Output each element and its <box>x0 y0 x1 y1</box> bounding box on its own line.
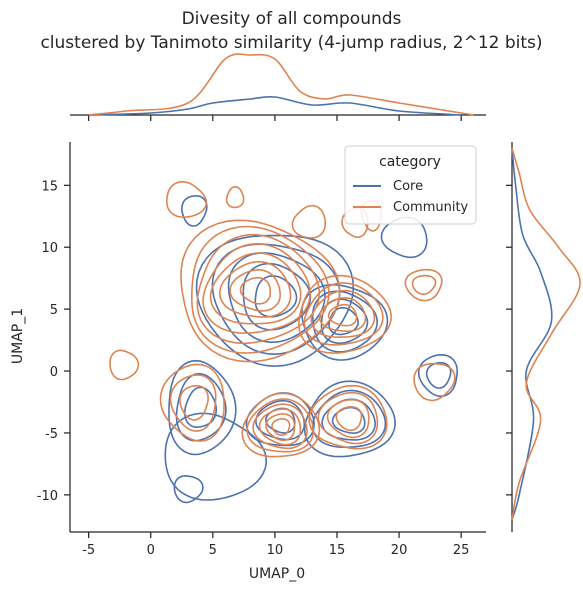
x-axis-label: UMAP_0 <box>249 566 305 582</box>
contour-ring-community <box>159 363 225 442</box>
contour-ring-core <box>183 386 217 429</box>
contour-ring-core <box>254 275 298 318</box>
top-density-line-community <box>88 53 474 116</box>
contour-ring-core <box>175 372 227 442</box>
contour-ring-core <box>180 195 208 227</box>
x-tick-label: -5 <box>82 543 95 558</box>
contour-ring-community <box>180 219 341 363</box>
legend-label-core: Core <box>393 179 423 194</box>
contour-ring-community <box>258 408 302 446</box>
contour-ring-community <box>196 233 321 345</box>
legend-title: category <box>379 154 441 170</box>
contour-ring-community <box>327 303 358 327</box>
legend: category Core Community <box>344 145 477 225</box>
y-tick-label: 0 <box>50 365 58 380</box>
contour-ring-core <box>255 399 306 441</box>
right-density-line-community <box>511 147 581 520</box>
contour-ring-core <box>300 283 389 361</box>
contour-ring-community <box>411 274 437 296</box>
contour-ring-community <box>404 268 443 302</box>
contour-ring-community <box>303 282 384 346</box>
contour-ring-community <box>109 349 140 381</box>
contour-ring-community <box>271 418 291 437</box>
contour-ring-core <box>311 290 379 353</box>
contour-ring-core <box>417 353 459 398</box>
contour-ring-community <box>209 252 302 325</box>
y-tick-label: -10 <box>37 489 58 504</box>
x-tick-label: 10 <box>267 543 284 558</box>
contour-ring-community <box>225 185 245 209</box>
x-tick-label: 25 <box>453 543 470 558</box>
contour-ring-community <box>335 405 363 432</box>
contour-ring-community <box>241 392 321 458</box>
contour-ring-community <box>413 362 456 402</box>
contour-ring-core <box>173 475 204 504</box>
contour-ring-community <box>190 225 330 354</box>
contour-layer <box>109 181 459 504</box>
y-tick-label: 5 <box>50 303 58 318</box>
contour-ring-core <box>425 361 452 389</box>
contour-ring-core <box>164 412 268 501</box>
contour-ring-community <box>246 398 315 453</box>
contour-ring-community <box>166 181 208 219</box>
chart-title-line2: clustered by Tanimoto similarity (4-jump… <box>40 33 542 53</box>
chart-title-line1: Divesity of all compounds <box>182 9 402 29</box>
legend-box <box>344 145 477 225</box>
x-tick-label: 0 <box>147 543 155 558</box>
y-tick-label: 10 <box>41 241 58 256</box>
contour-ring-core <box>211 243 341 356</box>
right-density-line-core <box>511 148 553 520</box>
contour-ring-community <box>239 276 272 305</box>
contour-ring-community <box>229 268 282 312</box>
top-density-line-core <box>88 95 462 116</box>
contour-ring-community <box>297 274 392 354</box>
y-axis-label: UMAP_1 <box>10 308 26 364</box>
main-plot-area: -5 0 5 10 15 20 25 -10 -5 0 5 10 15 <box>37 142 486 558</box>
contour-ring-community <box>202 242 311 334</box>
top-marginal-density <box>70 53 486 121</box>
legend-label-community: Community <box>393 200 469 215</box>
x-tick-label: 15 <box>329 543 346 558</box>
contour-ring-community <box>291 204 327 239</box>
right-marginal-density <box>506 142 581 532</box>
contour-ring-core <box>303 380 396 458</box>
y-tick-label: 15 <box>41 179 58 194</box>
contour-ring-community <box>308 384 388 450</box>
contour-ring-community <box>252 403 308 450</box>
contour-ring-community <box>169 374 217 432</box>
contour-ring-community <box>326 398 370 439</box>
contour-ring-core <box>168 359 237 456</box>
contour-ring-community <box>310 289 376 339</box>
contour-ring-community <box>318 297 367 333</box>
contour-ring-core <box>320 298 369 345</box>
contour-series-community <box>109 181 456 458</box>
contour-ring-community <box>218 260 292 318</box>
contour-ring-community <box>179 384 209 421</box>
contour-ring-community <box>265 413 296 442</box>
x-tick-label: 20 <box>391 543 408 558</box>
x-tick-label: 5 <box>209 543 217 558</box>
y-tick-label: -5 <box>45 427 58 442</box>
contour-ring-community <box>317 391 379 445</box>
contour-ring-core <box>227 252 326 344</box>
